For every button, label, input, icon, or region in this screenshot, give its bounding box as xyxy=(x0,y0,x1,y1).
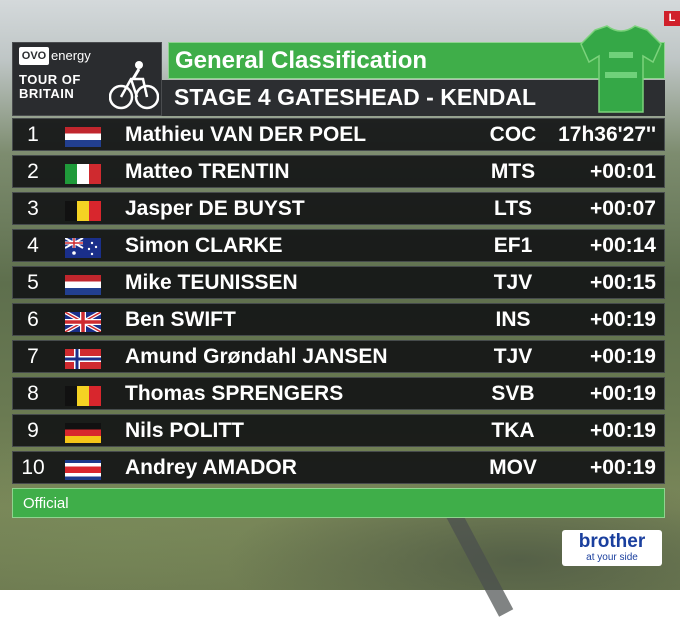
logo-text: TOUR OF BRITAIN xyxy=(19,73,81,101)
belgium-flag-icon xyxy=(65,201,101,221)
tour-of-britain-logo: OVO energy TOUR OF BRITAIN xyxy=(12,42,162,116)
rider-position: 9 xyxy=(27,419,39,442)
team-code: LTS xyxy=(493,197,533,220)
rider-name: Simon CLARKE xyxy=(125,234,283,257)
rider-time: +00:14 xyxy=(590,234,656,257)
team-code: MTS xyxy=(490,160,536,183)
rider-name: Mike TEUNISSEN xyxy=(125,271,298,294)
rider-time: +00:19 xyxy=(590,456,656,479)
rider-position: 1 xyxy=(27,123,39,146)
team-code: SVB xyxy=(491,382,535,405)
rider-name: Jasper DE BUYST xyxy=(125,197,305,220)
list-item: 1 Mathieu VAN DER POEL COC 17h36'27'' xyxy=(12,118,665,151)
stage-title: STAGE 4 GATESHEAD - KENDAL xyxy=(174,84,537,110)
rider-time: +00:19 xyxy=(590,382,656,405)
results-list: 1 Mathieu VAN DER POEL COC 17h36'27'' 2 … xyxy=(12,118,665,488)
rider-time: +00:07 xyxy=(590,197,656,220)
rider-position: 8 xyxy=(27,382,39,405)
italy-flag-icon xyxy=(65,164,101,184)
page-title: General Classification xyxy=(175,47,428,74)
team-code: COC xyxy=(489,123,537,146)
sponsor-tagline: at your side xyxy=(586,552,638,563)
rider-time: +00:01 xyxy=(590,160,656,183)
norway-flag-icon xyxy=(65,349,101,369)
list-item: 7 Amund Grøndahl JANSEN TJV +00:19 xyxy=(12,340,665,373)
netherlands-flag-icon xyxy=(65,275,101,295)
list-item: 5 Mike TEUNISSEN TJV +00:15 xyxy=(12,266,665,299)
team-code: MOV xyxy=(489,456,537,479)
logo-line1: TOUR OF xyxy=(19,72,81,87)
team-code: EF1 xyxy=(493,234,533,257)
sponsor-name: brother xyxy=(578,531,646,552)
team-code: INS xyxy=(495,308,531,331)
logo-line2: BRITAIN xyxy=(19,86,75,101)
belgium-flag-icon xyxy=(65,386,101,406)
classification-board: OVO energy TOUR OF BRITAIN General Class… xyxy=(12,25,665,518)
rider-position: 6 xyxy=(27,308,39,331)
list-item: 10 Andrey AMADOR MOV +00:19 xyxy=(12,451,665,484)
logo-sponsor: energy xyxy=(51,48,91,63)
stage-bar: STAGE 4 GATESHEAD - KENDAL xyxy=(162,80,665,116)
team-code: TKA xyxy=(491,419,535,442)
live-badge: L xyxy=(664,11,680,26)
official-status-bar: Official xyxy=(12,488,665,518)
rider-time: +00:19 xyxy=(590,308,656,331)
rider-name: Thomas SPRENGERS xyxy=(125,382,344,405)
rider-time: +00:15 xyxy=(590,271,656,294)
rider-name: Andrey AMADOR xyxy=(125,456,297,479)
list-item: 4 Simon CLARKE EF1 +00:14 xyxy=(12,229,665,262)
list-item: 6 Ben SWIFT INS +00:19 xyxy=(12,303,665,336)
rider-position: 5 xyxy=(27,271,39,294)
list-item: 8 Thomas SPRENGERS SVB +00:19 xyxy=(12,377,665,410)
rider-time: 17h36'27'' xyxy=(558,123,656,146)
costa-rica-flag-icon xyxy=(65,460,101,480)
official-label: Official xyxy=(23,495,69,512)
list-item: 3 Jasper DE BUYST LTS +00:07 xyxy=(12,192,665,225)
rider-time: +00:19 xyxy=(590,345,656,368)
netherlands-flag-icon xyxy=(65,127,101,147)
germany-flag-icon xyxy=(65,423,101,443)
rider-name: Mathieu VAN DER POEL xyxy=(125,123,367,146)
rider-name: Nils POLITT xyxy=(125,419,245,442)
team-code: TJV xyxy=(493,345,533,368)
list-item: 9 Nils POLITT TKA +00:19 xyxy=(12,414,665,447)
ovo-logo-icon: OVO xyxy=(19,47,49,65)
cyclist-icon xyxy=(109,61,159,110)
green-jersey-icon xyxy=(580,25,662,113)
rider-position: 4 xyxy=(27,234,39,257)
team-code: TJV xyxy=(493,271,533,294)
list-item: 2 Matteo TRENTIN MTS +00:01 xyxy=(12,155,665,188)
rider-position: 10 xyxy=(21,456,45,479)
rider-name: Ben SWIFT xyxy=(125,308,236,331)
rider-time: +00:19 xyxy=(590,419,656,442)
rider-position: 3 xyxy=(27,197,39,220)
united-kingdom-flag-icon xyxy=(65,312,101,332)
rider-position: 7 xyxy=(27,345,39,368)
rider-name: Amund Grøndahl JANSEN xyxy=(125,345,388,368)
australia-flag-icon xyxy=(65,238,101,258)
brother-logo: brother at your side xyxy=(562,530,662,566)
rider-name: Matteo TRENTIN xyxy=(125,160,290,183)
rider-position: 2 xyxy=(27,160,39,183)
